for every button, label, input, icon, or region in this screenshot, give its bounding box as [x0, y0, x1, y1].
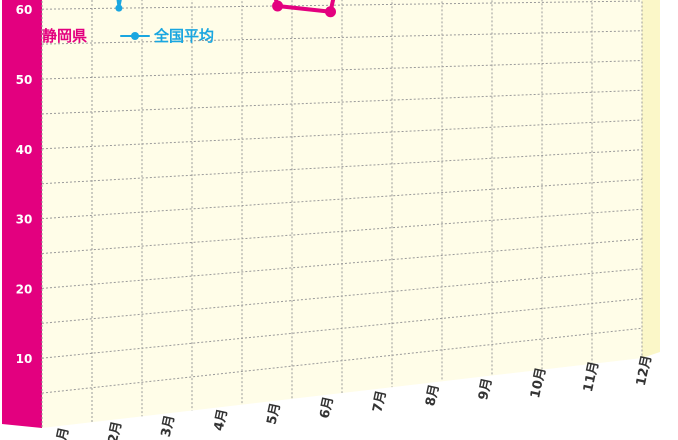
x-tick-label: 3月 — [159, 414, 178, 439]
legend-item-national-average: 全国平均 — [120, 25, 214, 46]
legend-swatch-national-average — [120, 29, 150, 43]
y-tick-label: 60 — [16, 3, 33, 17]
x-tick-label: 11月 — [581, 360, 602, 394]
x-tick-label: 5月 — [265, 401, 284, 426]
h-gridline — [41, 149, 643, 185]
y-tick-label: 50 — [16, 73, 33, 87]
x-tick-label: 9月 — [476, 377, 495, 402]
x-tick-label: 6月 — [317, 395, 336, 420]
x-tick-label: 7月 — [370, 389, 389, 414]
x-tick-label: 8月 — [423, 383, 442, 408]
x-tick-label: 4月 — [212, 408, 231, 433]
x-axis: 1月 2月 3月 4月 5月 6月 7月 8月 9月 10月 11月 12月 — [53, 354, 655, 440]
right-face — [642, 0, 660, 358]
plot-background — [2, 0, 660, 428]
x-tick-label: 2月 — [106, 420, 125, 440]
legend-label-shizuoka: 静岡県 — [42, 27, 88, 45]
x-tick-label: 1月 — [53, 426, 72, 440]
data-point-shizuoka — [272, 0, 284, 12]
legend-swatch-shizuoka — [8, 29, 38, 43]
y-tick-label: 40 — [16, 143, 33, 157]
gridlines — [41, 0, 643, 428]
y-tick-label: 20 — [16, 282, 33, 296]
series-layer — [115, 0, 336, 18]
y-tick-label: 30 — [16, 213, 33, 227]
y-axis-band — [2, 0, 42, 428]
x-tick-label: 12月 — [634, 354, 655, 388]
x-tick-label: 10月 — [528, 366, 549, 400]
y-axis: 102030405060708090100110120130140 — [16, 3, 33, 366]
legend-item-shizuoka: 静岡県 — [8, 25, 87, 46]
data-point-shizuoka — [325, 6, 336, 18]
h-gridline — [41, 89, 643, 115]
legend-label-national-average: 全国平均 — [154, 27, 215, 45]
y-tick-label: 10 — [16, 352, 33, 366]
data-point-national-average — [115, 4, 123, 12]
